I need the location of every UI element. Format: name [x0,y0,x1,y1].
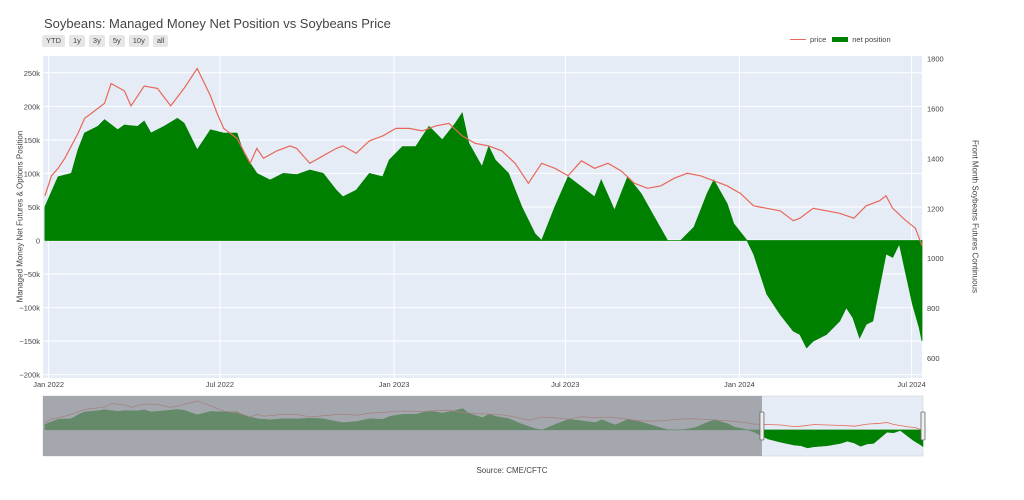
y-axis-left-title: Managed Money Net Futures & Options Posi… [15,130,25,303]
y-right-tick-label: 1000 [927,254,944,263]
range-slider-handle-left[interactable] [759,411,765,441]
range-slider-mask [43,396,762,456]
range-button-3y[interactable]: 3y [88,35,105,47]
y-right-tick-label: 800 [927,304,940,313]
x-tick-label: Jul 2024 [897,380,925,389]
x-tick-label: Jan 2023 [379,380,410,389]
y-right-tick-label: 600 [927,354,940,363]
series-net-position-area [44,111,923,349]
y-left-tick-label: 50k [28,203,40,212]
y-left-tick-label: 200k [24,102,41,111]
legend-label-price: price [810,35,827,44]
source-note: Source: CME/CFTC [476,466,548,475]
x-tick-label: Jan 2022 [33,380,64,389]
x-tick-label: Jul 2022 [206,380,234,389]
legend: price net position [790,35,891,44]
y-left-tick-label: −150k [19,337,40,346]
x-tick-label: Jan 2024 [724,380,755,389]
chart-title: Soybeans: Managed Money Net Position vs … [44,16,391,31]
y-right-tick-label: 1200 [927,204,944,213]
y-right-tick-label: 1800 [927,54,944,63]
range-selector: YTD 1y 3y 5y 10y all [42,35,169,47]
legend-item-price[interactable]: price [790,35,826,44]
y-left-tick-label: 250k [24,69,41,78]
y-left-tick-label: −100k [19,304,40,313]
y-right-tick-label: 1600 [927,104,944,113]
y-left-tick-label: −50k [24,270,41,279]
range-slider-handle-right[interactable] [920,411,926,441]
x-tick-label: Jul 2023 [551,380,579,389]
y-left-tick-label: 100k [24,169,41,178]
series-price-line [44,67,923,246]
range-button-1y[interactable]: 1y [69,35,85,47]
y-left-tick-label: 0 [36,236,40,245]
range-button-10y[interactable]: 10y [128,35,149,47]
range-button-5y[interactable]: 5y [108,35,125,47]
range-button-all[interactable]: all [152,35,169,47]
legend-swatch-price [790,39,806,40]
y-left-tick-label: 150k [24,136,41,145]
y-right-tick-label: 1400 [927,154,944,163]
legend-item-net-position[interactable]: net position [832,35,891,44]
y-left-tick-label: −200k [19,371,40,380]
range-button-ytd[interactable]: YTD [42,35,65,47]
y-axis-right-title: Front Month Soybeans Futures Continuous [970,140,980,293]
legend-label-net-position: net position [852,35,891,44]
legend-swatch-net-position [832,37,849,42]
